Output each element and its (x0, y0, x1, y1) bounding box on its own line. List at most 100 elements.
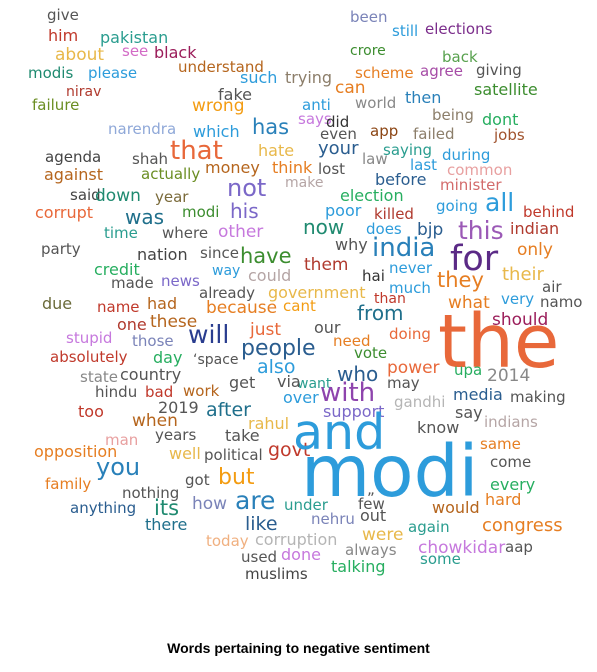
cloud-word: talking (331, 557, 386, 576)
cloud-word: time (104, 224, 138, 242)
cloud-word: people (241, 336, 316, 361)
cloud-word: see (122, 42, 149, 60)
cloud-word: way (212, 263, 241, 279)
cloud-word: india (372, 233, 436, 263)
cloud-word: family (45, 475, 92, 493)
cloud-word: upa (454, 361, 483, 379)
cloud-word: bad (145, 383, 174, 401)
cloud-word: why (335, 235, 368, 254)
cloud-word: hai (362, 267, 385, 285)
cloud-word: than (374, 291, 406, 307)
cloud-word: actually (141, 165, 201, 183)
cloud-word: that (170, 136, 223, 166)
cloud-word: vote (354, 344, 388, 362)
cloud-word: hindu (95, 383, 138, 401)
cloud-word: 2019 (158, 398, 199, 417)
cloud-word: before (375, 170, 427, 189)
cloud-word: law (362, 150, 388, 168)
cloud-word: but (218, 465, 255, 490)
cloud-word: support (323, 402, 385, 421)
cloud-word: black (154, 43, 197, 62)
cloud-word: bjp (417, 220, 444, 240)
cloud-word: indians (484, 413, 538, 431)
cloud-word: dont (482, 110, 519, 129)
cloud-word: where (162, 224, 209, 242)
cloud-word: too (78, 402, 104, 421)
cloud-word: take (225, 426, 260, 445)
cloud-word: money (205, 158, 260, 177)
cloud-word: minister (440, 176, 502, 194)
cloud-word: him (48, 26, 79, 45)
cloud-word: media (453, 385, 503, 404)
cloud-word: hate (258, 141, 295, 160)
cloud-word: used (241, 548, 278, 566)
cloud-word: scheme (355, 64, 414, 82)
cloud-word: country (120, 365, 182, 384)
cloud-word: says (298, 110, 332, 128)
cloud-word: had (147, 294, 178, 313)
cloud-word: agenda (45, 148, 102, 166)
cloud-word: election (340, 186, 404, 205)
cloud-word: absolutely (50, 348, 128, 366)
cloud-word: shah (132, 150, 169, 168)
cloud-word: during (442, 146, 491, 164)
cloud-word: has (252, 115, 290, 139)
cloud-word: such (240, 68, 278, 87)
cloud-word: giving (476, 61, 522, 79)
cloud-word: anything (70, 499, 137, 517)
cloud-word: was (125, 205, 165, 229)
cloud-word: credit (94, 260, 140, 279)
cloud-word: does (366, 220, 402, 238)
cloud-word: make (285, 175, 324, 191)
cloud-word: need (333, 332, 371, 350)
cloud-word: poor (325, 201, 362, 220)
cloud-word: his (230, 199, 259, 223)
cloud-word: elections (425, 20, 493, 38)
cloud-word: congress (482, 515, 563, 536)
cloud-word: all (485, 188, 515, 217)
cloud-word: them (304, 255, 349, 275)
cloud-word: power (387, 358, 440, 378)
cloud-word: anti (302, 96, 331, 114)
cloud-word: know (417, 418, 460, 437)
cloud-word: done (281, 545, 321, 564)
cloud-word: pakistan (100, 28, 169, 47)
cloud-word: down (95, 186, 141, 206)
cloud-word: lost (318, 160, 346, 178)
cloud-word: because (206, 298, 278, 318)
cloud-word: after (206, 399, 251, 421)
cloud-word: want (297, 376, 332, 392)
cloud-word: state (80, 368, 118, 386)
cloud-word: think (272, 158, 313, 177)
cloud-word: still (392, 22, 419, 40)
cloud-word: from (357, 301, 404, 325)
cloud-word: back (442, 48, 478, 66)
cloud-word: did (326, 113, 350, 131)
cloud-word: day (153, 348, 183, 367)
cloud-word: now (303, 215, 345, 239)
cloud-word: give (47, 6, 79, 24)
cloud-word: few (358, 495, 385, 513)
cloud-word: understand (178, 58, 264, 76)
cloud-word: behind (523, 203, 575, 221)
cloud-word: who (337, 362, 379, 386)
cloud-word: killed (374, 205, 414, 223)
cloud-word: fake (218, 85, 252, 104)
cloud-word: those (132, 332, 174, 350)
cloud-word: being (432, 106, 474, 124)
cloud-word: satellite (474, 80, 538, 99)
cloud-word: since (200, 244, 239, 262)
cloud-word: nehru (311, 510, 355, 528)
cloud-word: gandhi (394, 393, 446, 411)
cloud-word: could (248, 266, 292, 285)
cloud-word: over (283, 388, 319, 407)
cloud-word: should (492, 310, 549, 330)
cloud-word: like (245, 513, 278, 535)
cloud-word: much (389, 279, 431, 297)
cloud-word: this (458, 216, 504, 245)
cloud-word: today (206, 532, 249, 550)
cloud-word: hard (485, 490, 522, 509)
cloud-word: chowkidar (418, 538, 506, 558)
cloud-word: can (335, 78, 366, 98)
cloud-word: there (145, 515, 188, 534)
